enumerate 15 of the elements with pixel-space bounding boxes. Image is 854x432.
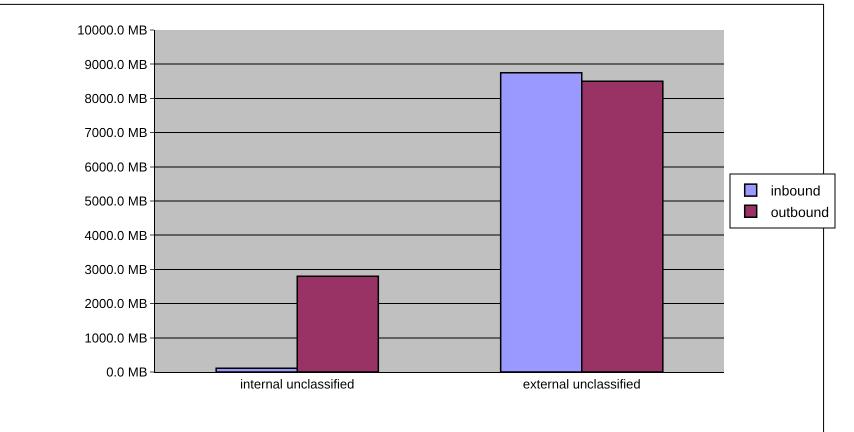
y-tick-label: 10000.0 MB [77,22,148,38]
y-tick-label: 7000.0 MB [84,125,148,140]
x-tick-label: external unclassified [522,376,641,392]
y-tick-label: 9000.0 MB [84,56,148,72]
legend-label: outbound [770,204,830,220]
legend-label: inbound [770,182,821,199]
y-tick-label: 2000.0 MB [84,296,148,312]
y-tick-label: 4000.0 MB [84,228,148,243]
y-tick-label: 0.0 MB [106,364,148,380]
y-tick-label: 1000.0 MB [84,330,148,346]
x-tick-label: internal unclassified [240,376,354,392]
y-tick-label: 5000.0 MB [84,194,148,209]
y-tick-label: 6000.0 MB [84,159,148,174]
y-tick-label: 3000.0 MB [84,262,148,277]
y-tick-label: 8000.0 MB [84,90,148,106]
